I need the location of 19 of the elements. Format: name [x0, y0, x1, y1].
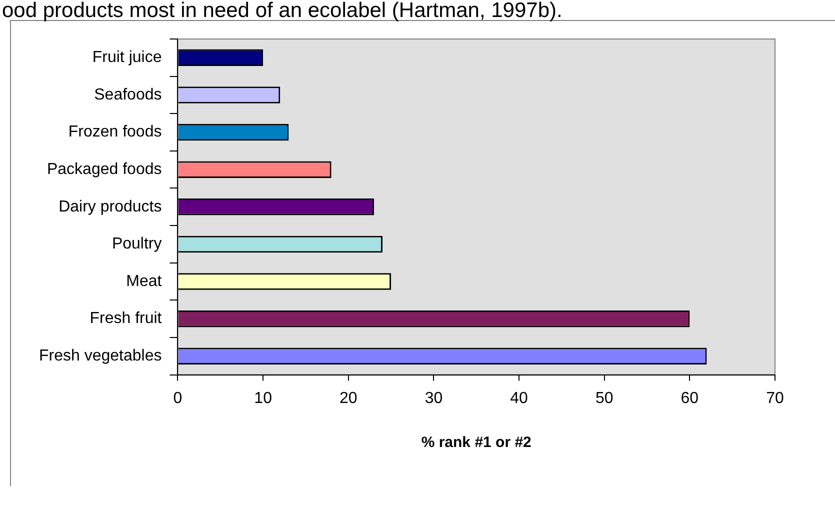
x-tick-label: 30: [424, 390, 443, 407]
y-tick-label: Fresh fruit: [90, 310, 162, 328]
y-tick-label: Poultry: [112, 236, 162, 253]
x-tick-label: 10: [254, 390, 272, 407]
y-tick-label: Fresh vegetables: [39, 348, 162, 365]
x-tick-label: 60: [680, 390, 699, 407]
y-tick-label: Frozen foods: [68, 124, 162, 141]
x-tick-label: 40: [510, 390, 528, 407]
x-axis-title: % rank #1 or #2: [421, 434, 532, 452]
x-tick-label: 0: [173, 390, 182, 407]
x-tick-label: 20: [339, 390, 358, 407]
x-tick-label: 70: [766, 390, 784, 407]
y-tick-label: Seafoods: [94, 86, 162, 104]
y-tick-label: Packaged foods: [46, 160, 162, 178]
y-tick-label: Dairy products: [58, 198, 162, 216]
chart-title: ood products most in need of an ecolabel (Hartman, 1997b).: [2, 0, 564, 22]
y-tick-label: Fruit juice: [92, 49, 162, 66]
x-tick-label: 50: [595, 390, 614, 407]
y-tick-label: Meat: [126, 272, 162, 290]
